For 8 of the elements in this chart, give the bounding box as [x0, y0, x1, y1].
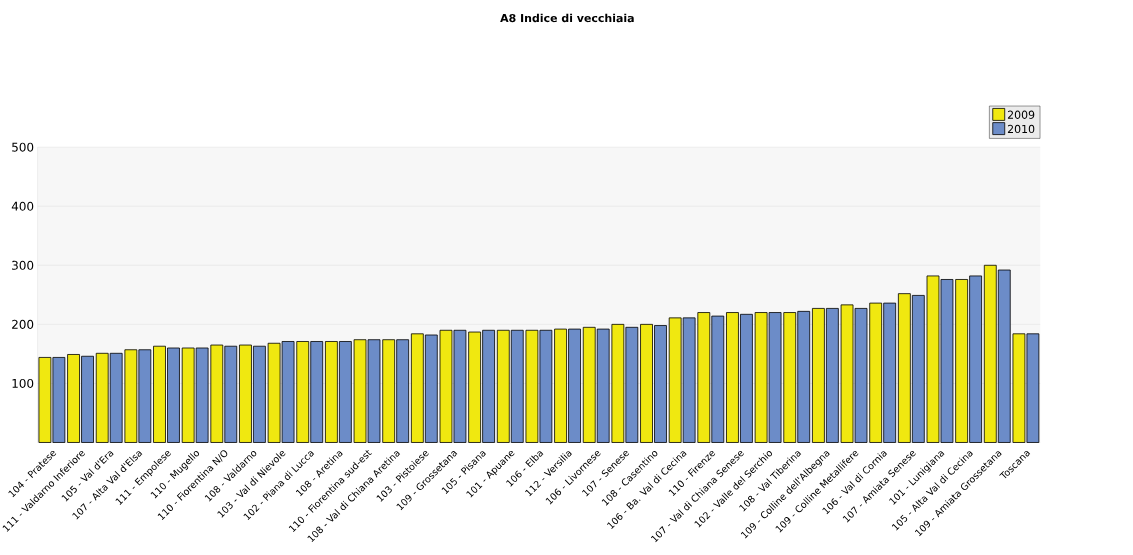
legend-label: 2009: [1007, 110, 1035, 120]
legend-label: 2010: [1007, 124, 1035, 134]
y-tick-label: 100: [12, 379, 34, 389]
y-tick-label: 300: [12, 260, 34, 270]
y-tick-label: 400: [11, 201, 34, 211]
chart-title: A8 Indice di vecchiaia: [500, 13, 634, 23]
y-tick-label: 200: [12, 319, 34, 330]
y-tick-label: 500: [12, 142, 34, 152]
